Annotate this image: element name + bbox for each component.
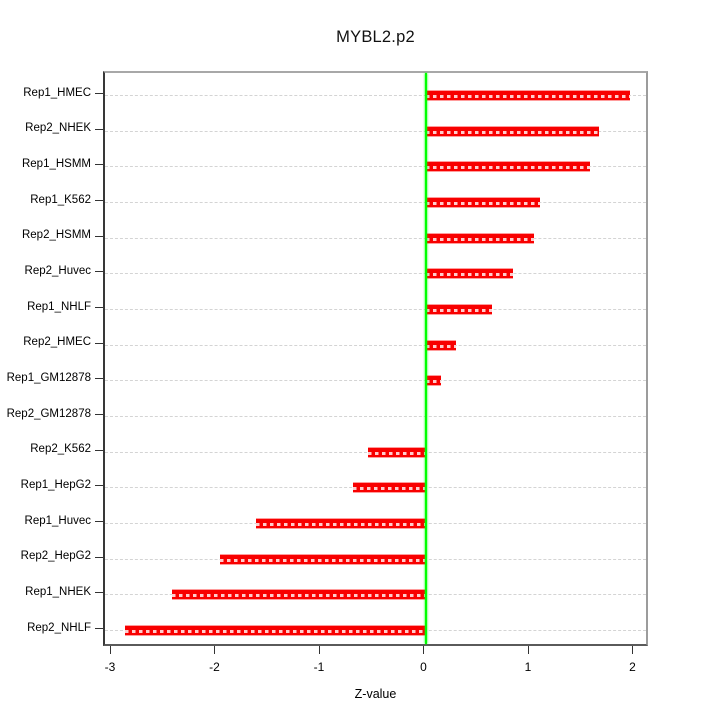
bar-Rep1_HepG2: [353, 482, 426, 494]
bar-Rep1_NHEK: [171, 589, 426, 601]
y-tick: [95, 342, 103, 344]
x-tick: [632, 646, 633, 654]
bar-Rep2_NHLF: [124, 625, 426, 637]
bar-dash-overlay: [425, 237, 535, 241]
y-tick: [95, 235, 103, 237]
y-label-Rep1_HepG2: Rep1_HepG2: [20, 478, 91, 491]
bar-dash-overlay: [425, 202, 541, 205]
bar-dash-overlay: [219, 558, 426, 562]
bar-Rep1_HSMM: [425, 161, 590, 173]
bar-Rep2_Huvec: [425, 268, 514, 280]
bar-Rep1_K562: [425, 197, 541, 208]
y-label-Rep1_HSMM: Rep1_HSMM: [21, 157, 91, 170]
y-label-Rep1_GM12878: Rep1_GM12878: [6, 371, 91, 384]
bar-Rep1_GM12878: [425, 375, 442, 387]
x-tick: [214, 646, 215, 654]
y-tick: [95, 307, 103, 309]
y-label-Rep2_GM12878: Rep2_GM12878: [6, 407, 91, 420]
y-tick: [95, 556, 103, 558]
y-tick: [95, 200, 103, 201]
x-tick-label--3: -3: [104, 660, 116, 674]
bar-dash-overlay: [171, 594, 426, 598]
chart-title: MYBL2.p2: [336, 28, 415, 46]
bar-Rep2_HMEC: [425, 339, 456, 351]
bar-dash-overlay: [425, 166, 590, 170]
x-axis-title: Z-value: [354, 687, 397, 701]
bar-Rep1_NHLF: [425, 304, 493, 316]
row-gridline: [105, 344, 646, 346]
bar-Rep2_K562: [368, 446, 426, 458]
x-tick-label--2: -2: [209, 660, 220, 674]
y-tick: [95, 592, 103, 594]
bar-Rep1_HMEC: [425, 90, 631, 101]
bar-dash-overlay: [124, 630, 426, 634]
x-tick: [527, 646, 529, 654]
bar-dash-overlay: [425, 309, 493, 313]
y-label-Rep1_NHEK: Rep1_NHEK: [25, 585, 91, 598]
row-gridline: [105, 95, 646, 96]
y-label-Rep1_Huvec: Rep1_Huvec: [24, 514, 91, 527]
y-label-Rep2_HSMM: Rep2_HSMM: [21, 229, 91, 242]
y-label-Rep1_K562: Rep1_K562: [30, 193, 91, 206]
zero-reference-line: [424, 73, 427, 644]
x-tick: [318, 646, 320, 654]
y-label-Rep2_NHLF: Rep2_NHLF: [27, 621, 91, 634]
row-gridline: [105, 202, 646, 203]
bar-dash-overlay: [425, 273, 514, 277]
row-gridline: [105, 130, 646, 132]
bar-Rep1_Huvec: [256, 518, 426, 530]
bar-dash-overlay: [256, 523, 426, 527]
bar-Rep2_HepG2: [219, 553, 426, 565]
x-tick-label-0: 0: [420, 660, 427, 674]
y-label-Rep2_NHEK: Rep2_NHEK: [25, 122, 91, 135]
y-label-Rep2_Huvec: Rep2_Huvec: [24, 264, 91, 277]
bar-dash-overlay: [425, 380, 442, 384]
row-gridline: [105, 416, 646, 418]
y-tick: [95, 449, 103, 451]
y-tick: [95, 521, 103, 523]
x-tick: [109, 646, 111, 654]
bar-Rep2_HSMM: [425, 232, 535, 244]
bar-dash-overlay: [425, 95, 631, 98]
row-gridline: [105, 380, 646, 382]
plot-area: [103, 71, 648, 646]
x-tick-label-2: 2: [629, 660, 636, 674]
y-tick: [95, 93, 103, 94]
y-label-Rep2_HMEC: Rep2_HMEC: [23, 336, 91, 349]
x-tick: [423, 646, 424, 654]
row-gridline: [105, 237, 646, 239]
bar-dash-overlay: [425, 344, 456, 348]
y-label-Rep1_HMEC: Rep1_HMEC: [23, 86, 91, 99]
y-tick: [95, 378, 103, 380]
bar-dash-overlay: [425, 130, 599, 134]
row-gridline: [105, 273, 646, 275]
row-gridline: [105, 166, 646, 168]
y-tick: [95, 414, 103, 416]
y-label-Rep2_K562: Rep2_K562: [30, 443, 91, 456]
y-tick: [95, 128, 103, 130]
bar-dash-overlay: [353, 487, 426, 491]
bar-dash-overlay: [368, 451, 426, 455]
x-tick-label-1: 1: [524, 660, 532, 674]
x-tick-label--1: -1: [313, 660, 325, 674]
y-tick: [95, 271, 103, 273]
y-tick: [95, 485, 103, 487]
y-label-Rep2_HepG2: Rep2_HepG2: [20, 550, 91, 563]
y-tick: [95, 164, 103, 166]
bar-Rep2_NHEK: [425, 125, 599, 137]
y-label-Rep1_NHLF: Rep1_NHLF: [27, 300, 91, 313]
row-gridline: [105, 309, 646, 311]
y-tick: [95, 628, 103, 630]
